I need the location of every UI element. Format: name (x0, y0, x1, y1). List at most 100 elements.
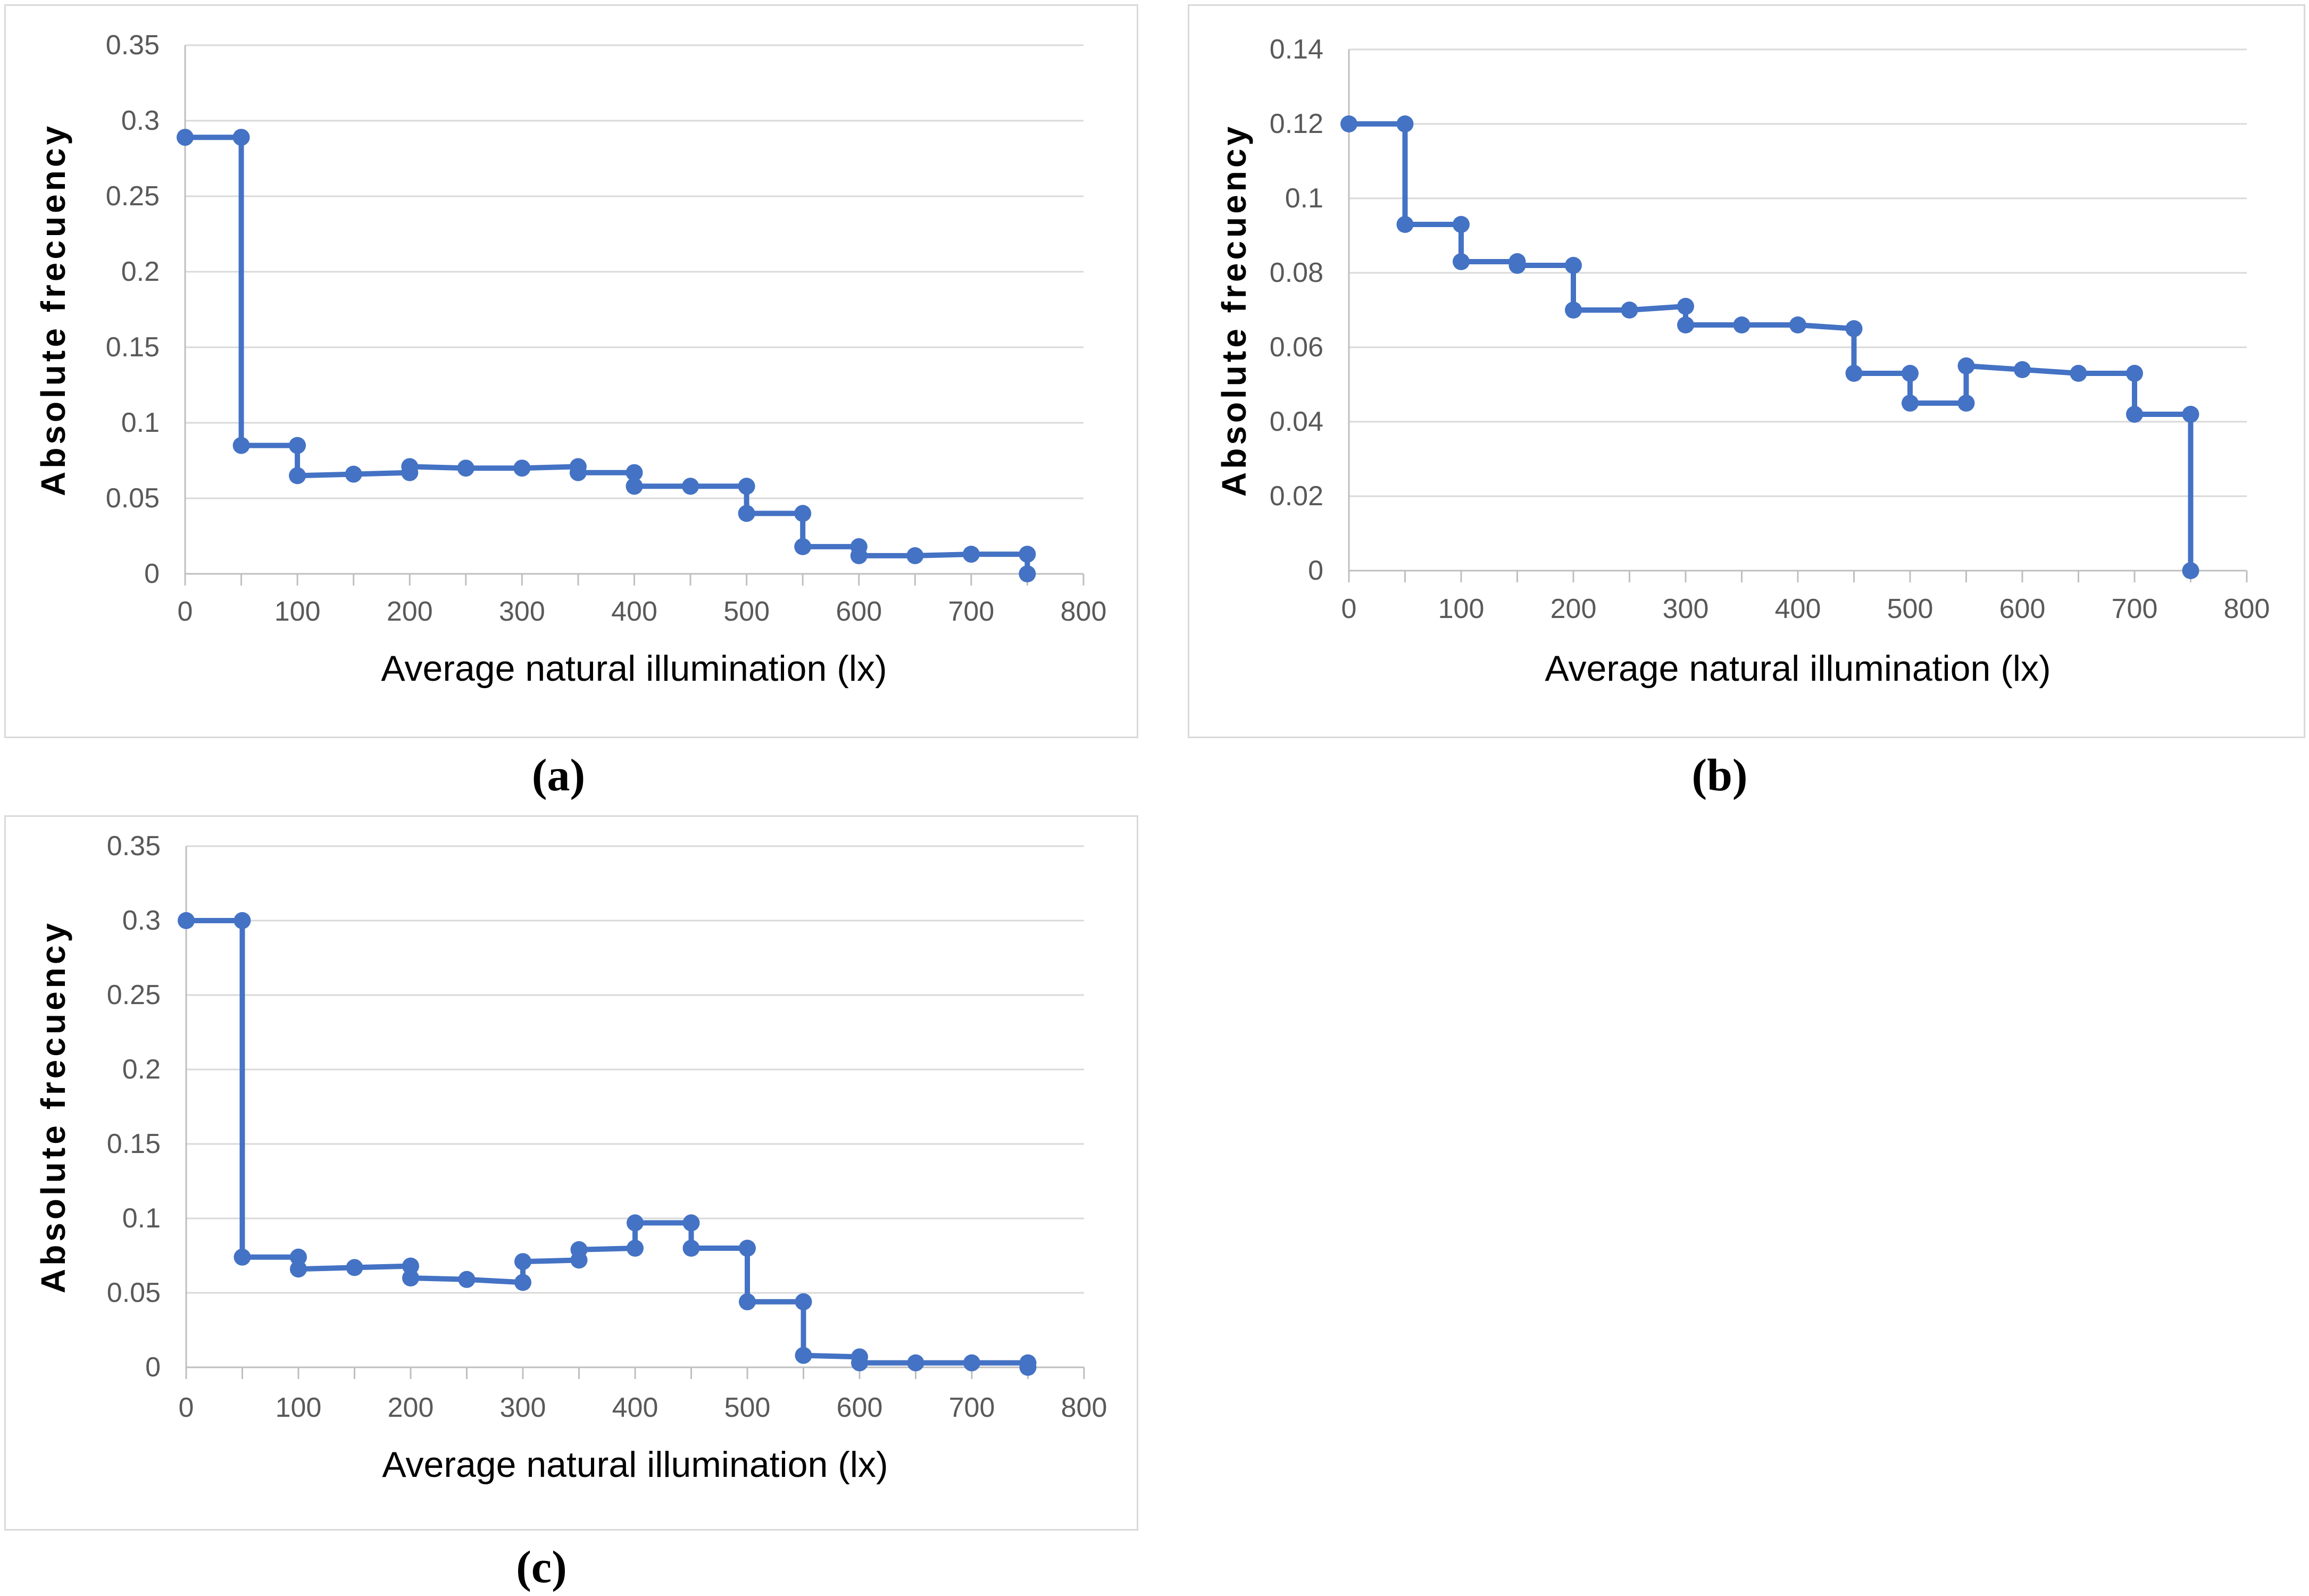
data-point-marker (906, 547, 924, 564)
x-tick-label: 0 (179, 1392, 194, 1423)
x-tick-label: 100 (274, 596, 321, 627)
panel-border (4, 4, 1138, 738)
data-point-marker (2070, 365, 2087, 382)
x-tick-label: 100 (1438, 594, 1485, 624)
y-tick-label: 0 (145, 1352, 161, 1383)
data-point-marker (1340, 115, 1357, 132)
chart-panel-b: 0 100 200 300 400 500 600 700 800 0 0.02 0.04 0.06 0.… (1188, 4, 2305, 738)
data-point-marker (738, 478, 755, 495)
caption-b: (b) (1691, 749, 1748, 800)
x-tick-label: 800 (2224, 594, 2270, 624)
x-tick-label: 400 (612, 1392, 658, 1423)
data-point-marker (1453, 253, 1470, 270)
x-tick-label: 500 (723, 596, 770, 627)
data-point-marker (514, 1253, 531, 1271)
data-point-marker (289, 437, 306, 454)
chart-a-x-axis-title: Average natural illumination (lx) (381, 648, 887, 689)
chart-panel-c: 0 100 200 300 400 500 600 700 800 0 0.05 0.1 0.15 0.2… (4, 815, 1138, 1531)
y-tick-label: 0.04 (1270, 406, 1323, 437)
x-tick-label: 100 (276, 1392, 322, 1423)
x-tick-label: 200 (1551, 594, 1597, 624)
chart-c-canvas: 0 100 200 300 400 500 600 700 800 0 0.05 0.1 0.15 0.2… (4, 815, 1138, 1531)
y-tick-label: 0.12 (1270, 108, 1323, 139)
data-point-marker (1677, 316, 1694, 333)
data-point-marker (1565, 302, 1582, 319)
data-point-marker (682, 1214, 700, 1232)
data-point-marker (569, 464, 587, 481)
data-point-marker (178, 912, 195, 929)
data-point-marker (795, 1293, 812, 1310)
data-point-marker (627, 1240, 644, 1257)
y-tick-label: 0 (144, 558, 160, 589)
data-point-marker (794, 505, 812, 522)
y-tick-label: 0.1 (122, 1203, 161, 1234)
data-point-marker (1565, 257, 1582, 274)
chart-a-y-axis-title: Absolute frecuency (34, 123, 72, 496)
data-point-marker (234, 912, 251, 929)
y-tick-label: 0.06 (1270, 332, 1323, 363)
data-point-marker (2182, 406, 2199, 423)
y-tick-label: 0.25 (106, 181, 160, 212)
x-tick-label: 800 (1061, 1392, 1107, 1423)
x-tick-label: 600 (836, 596, 882, 627)
data-point-marker (290, 1248, 307, 1266)
data-point-marker (514, 1274, 531, 1291)
data-point-marker (1396, 115, 1414, 132)
data-point-marker (2182, 562, 2199, 579)
chart-c-y-axis-title: Absolute frecuency (34, 920, 72, 1293)
y-tick-label: 0.1 (1285, 183, 1323, 214)
data-point-marker (1902, 395, 1919, 412)
data-point-marker (1396, 216, 1414, 233)
data-point-marker (1019, 565, 1036, 582)
y-tick-label: 0.05 (106, 483, 160, 514)
data-point-marker (401, 458, 419, 475)
data-point-marker (682, 478, 699, 495)
y-tick-label: 0.08 (1270, 257, 1323, 288)
data-point-marker (1845, 320, 1863, 337)
data-point-marker (177, 129, 194, 146)
x-tick-label: 700 (2112, 594, 2158, 624)
chart-c-x-axis-title: Average natural illumination (lx) (382, 1444, 888, 1485)
data-point-marker (234, 1248, 251, 1266)
x-tick-label: 400 (611, 596, 657, 627)
data-point-marker (626, 464, 643, 481)
y-tick-label: 0.1 (121, 407, 160, 438)
data-point-marker (289, 467, 306, 484)
data-point-marker (1019, 1359, 1037, 1376)
data-point-marker (1902, 365, 1919, 382)
y-tick-label: 0.35 (107, 831, 161, 862)
y-tick-label: 0.35 (106, 30, 160, 61)
y-tick-label: 0.3 (122, 905, 161, 936)
data-point-marker (2126, 406, 2143, 423)
data-point-marker (851, 1354, 868, 1372)
data-point-marker (1453, 216, 1470, 233)
y-tick-label: 0.3 (121, 105, 160, 136)
data-point-marker (739, 1293, 756, 1310)
data-point-marker (402, 1269, 419, 1286)
data-point-marker (232, 437, 250, 454)
data-point-marker (1845, 365, 1863, 382)
panel-border (4, 815, 1138, 1531)
chart-panel-a: 0 100 200 300 400 500 600 700 800 0 0.05 0.1 0.15 0.2… (4, 4, 1138, 738)
x-tick-label: 500 (1887, 594, 1933, 624)
chart-a-canvas: 0 100 200 300 400 500 600 700 800 0 0.05 0.1 0.15 0.2… (4, 4, 1138, 738)
data-point-marker (739, 1240, 756, 1257)
data-point-marker (963, 1354, 980, 1372)
data-point-marker (962, 546, 980, 563)
data-point-marker (345, 465, 362, 483)
x-tick-label: 800 (1061, 596, 1107, 627)
data-point-marker (907, 1354, 924, 1372)
series-line (1346, 121, 2194, 573)
data-point-marker (850, 547, 868, 564)
x-tick-label: 200 (388, 1392, 434, 1423)
x-tick-label: 0 (178, 596, 193, 627)
data-point-marker (513, 459, 531, 477)
data-point-marker (570, 1241, 588, 1258)
x-tick-label: 0 (1341, 594, 1357, 624)
data-point-marker (627, 1214, 644, 1232)
y-tick-label: 0 (1308, 555, 1323, 586)
data-point-marker (346, 1259, 363, 1276)
data-point-marker (1621, 302, 1638, 319)
data-point-marker (1957, 357, 1975, 374)
data-point-marker (232, 129, 250, 146)
